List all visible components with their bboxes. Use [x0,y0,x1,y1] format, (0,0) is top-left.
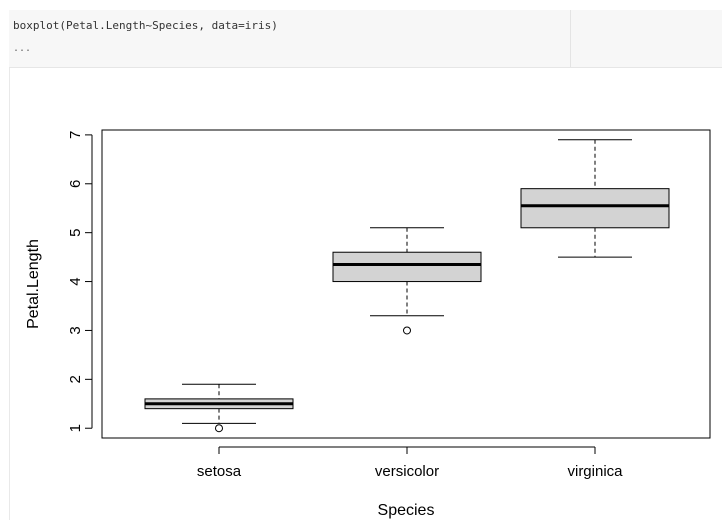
plot-frame [101,129,711,439]
outlier-point [403,326,411,335]
y-tick-label: 7 [67,131,84,139]
x-tick-label: versicolor [375,463,439,480]
x-tick-label: setosa [197,463,242,480]
box-iqr [520,188,670,229]
x-axis-title: Species [378,502,435,519]
cell-divider [570,10,571,67]
box-iqr [332,251,482,283]
y-tick-label: 1 [67,424,84,432]
cell-output-area [9,68,722,520]
y-tick-label: 6 [67,180,84,188]
outlier-point [215,424,223,433]
y-tick-label: 5 [67,228,84,236]
x-tick-label: virginica [567,463,623,480]
y-tick-label: 3 [67,326,84,334]
code-cell[interactable]: boxplot(Petal.Length~Species, data=iris)… [9,10,722,68]
code-source[interactable]: boxplot(Petal.Length~Species, data=iris) [13,19,278,32]
y-tick-label: 4 [67,277,84,285]
y-tick-label: 2 [67,375,84,383]
y-axis-title: Petal.Length [25,239,42,329]
code-collapsed-indicator[interactable]: ... [13,43,32,54]
